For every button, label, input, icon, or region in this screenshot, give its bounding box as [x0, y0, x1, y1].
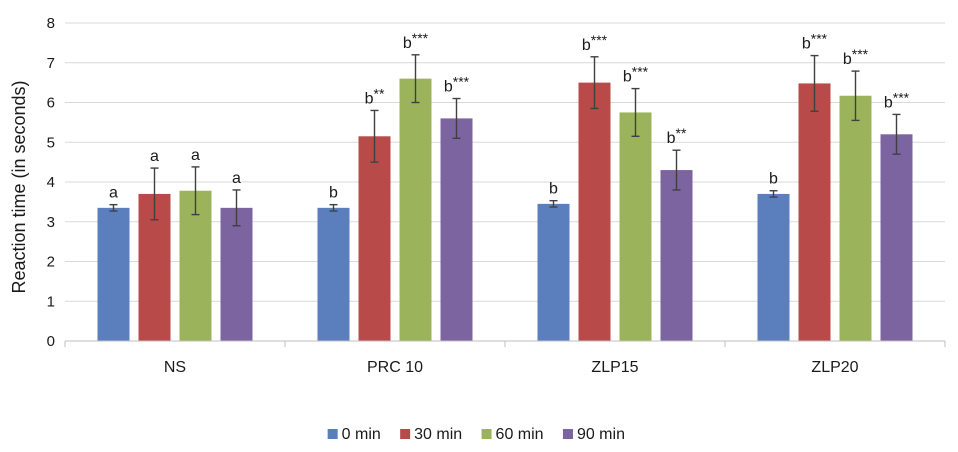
bar-annotation-label: b*** — [444, 74, 470, 96]
bar — [220, 207, 253, 341]
bar — [660, 170, 693, 341]
bar-annotation-label: b — [769, 171, 778, 188]
y-tick-label: 2 — [47, 254, 55, 271]
bar-annotation-label: b*** — [582, 32, 608, 54]
bar — [317, 207, 350, 341]
bar — [880, 134, 913, 341]
bar-annotation-label: a — [109, 185, 118, 202]
bar-labels: a a a a b b** b*** b*** b b*** b*** b** b b*** b*** b**… — [109, 30, 910, 202]
legend-swatch — [481, 429, 492, 439]
bar — [839, 95, 872, 342]
legend-label: 60 min — [496, 426, 544, 443]
legend-swatch — [562, 429, 573, 439]
y-tick-label: 3 — [47, 214, 55, 231]
bar — [358, 136, 391, 341]
legend-swatch — [327, 429, 338, 439]
bar — [798, 83, 831, 342]
x-tick-label: ZLP20 — [811, 359, 858, 376]
bar-annotation-label: a — [191, 147, 200, 164]
legend-label: 0 min — [342, 426, 381, 443]
bar-annotation-label: b*** — [884, 89, 910, 111]
y-tick-label: 6 — [47, 95, 55, 112]
bars — [97, 78, 913, 342]
bar-annotation-label: b** — [365, 85, 385, 107]
y-tick-label: 7 — [47, 55, 55, 72]
x-tick-label: PRC 10 — [367, 359, 423, 376]
y-tick-label: 5 — [47, 134, 55, 151]
gridlines — [65, 22, 945, 302]
bar — [619, 112, 652, 341]
bar-annotation-label: b*** — [623, 64, 649, 86]
bar — [757, 193, 790, 341]
bar-annotation-label: b*** — [843, 46, 869, 68]
y-tick-label: 4 — [47, 174, 55, 191]
bar-annotation-label: b*** — [802, 31, 828, 53]
y-tick-label: 1 — [47, 293, 55, 310]
axes: 0 1 2 3 4 5 6 7 8 NS PRC 10 ZLP15 ZLP20 — [47, 15, 946, 376]
bar-annotation-label: a — [232, 170, 241, 187]
bar — [179, 190, 212, 341]
legend-swatch — [400, 429, 411, 439]
legend-label: 90 min — [577, 426, 625, 443]
bar-annotation-label: b*** — [403, 30, 429, 52]
bar-annotation-label: a — [150, 148, 159, 165]
bar — [537, 203, 570, 341]
bar — [578, 82, 611, 341]
bar-annotation-label: b** — [667, 125, 687, 147]
y-tick-label: 0 — [47, 333, 55, 350]
x-tick-label: NS — [164, 359, 186, 376]
bar-annotation-label: b — [329, 185, 338, 202]
x-tick-label: ZLP15 — [591, 359, 638, 376]
legend-label: 30 min — [414, 426, 462, 443]
bar — [399, 78, 432, 342]
y-axis-title: Reaction time (in seconds) — [9, 80, 29, 293]
error-bars — [109, 54, 901, 227]
bar-annotation-label: b — [549, 181, 558, 198]
y-tick-label: 8 — [47, 15, 55, 32]
legend: 0 min 30 min 60 min 90 min — [327, 426, 625, 443]
bar — [97, 207, 130, 341]
bar — [440, 118, 473, 342]
